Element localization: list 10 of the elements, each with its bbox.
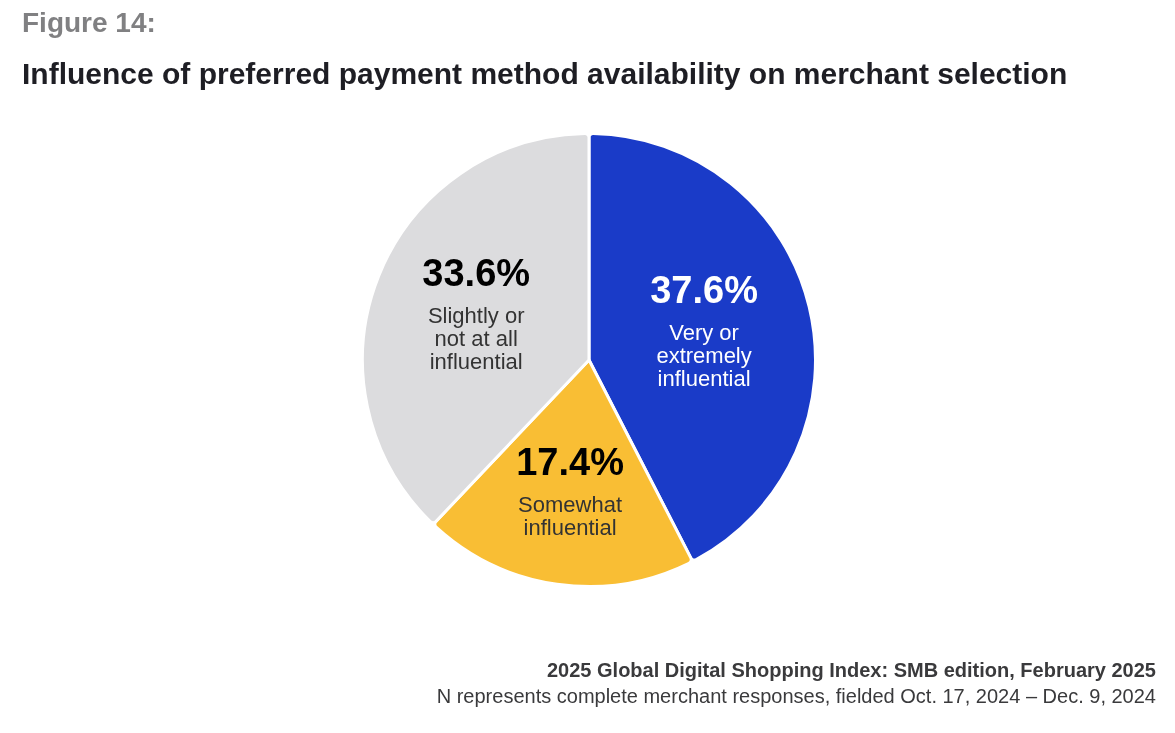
text: Figure 14: <box>22 7 156 39</box>
text: 2025 Global Digital Shopping Index: SMB edition, February 2025 <box>546 658 1156 683</box>
data-label: 17.4% <box>516 441 624 484</box>
data-label: 33.6% <box>422 252 531 294</box>
text: N represents complete merchant responses, fielded Oct. 17, 2024 – Dec. 9, 2024 <box>436 684 1156 709</box>
slice-label: Very or extremely influential <box>656 320 752 392</box>
slice-label: Somewhat influential <box>518 492 623 541</box>
data-label: 37.6% <box>650 269 758 312</box>
chart-subtitle: Influence of preferred payment method availability on merchant selection <box>22 57 1068 91</box>
slice-label: Slightly or not at all influential <box>427 303 525 375</box>
